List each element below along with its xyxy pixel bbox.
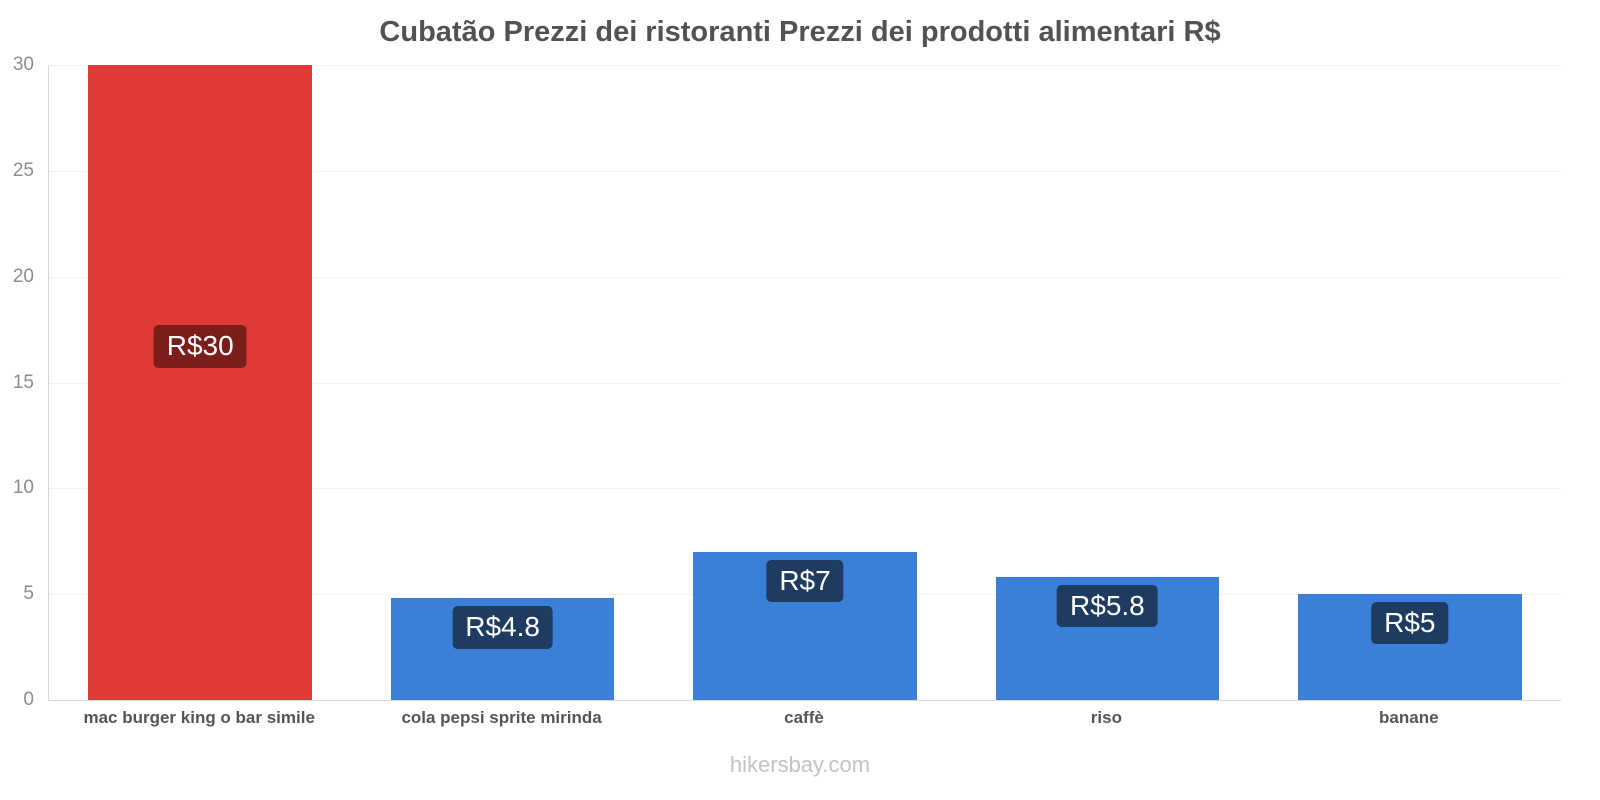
gridline — [49, 488, 1561, 490]
x-tick-label-2: cola pepsi sprite mirinda — [401, 708, 602, 727]
y-tick-label: 25 — [12, 159, 34, 181]
y-tick-label: 0 — [23, 689, 34, 710]
value-label-1: R$30 — [153, 325, 247, 368]
y-tick-label: 20 — [12, 265, 34, 287]
y-axis: 0 5 10 15 20 25 30 — [0, 54, 42, 710]
y-tick-label: 30 — [12, 54, 34, 75]
value-label-5: R$5 — [1371, 602, 1449, 645]
value-label-4: R$5.8 — [1057, 585, 1158, 628]
y-tick-label: 10 — [12, 477, 34, 499]
x-tick-label-5: banane — [1379, 708, 1439, 727]
y-tick-label: 5 — [23, 583, 34, 605]
x-tick-label-1: mac burger king o bar simile — [83, 708, 315, 727]
bar-1 — [88, 65, 313, 700]
gridline — [49, 65, 1561, 66]
gridline — [49, 276, 1561, 278]
x-tick-label-4: riso — [1090, 708, 1122, 727]
gridline — [49, 382, 1561, 384]
plot-area: R$30 R$4.8 R$7 R$5.8 R$5 — [48, 65, 1561, 701]
value-label-2: R$4.8 — [452, 606, 553, 649]
chart-title: Cubatão Prezzi dei ristoranti Prezzi dei… — [379, 16, 1221, 48]
watermark: hikersbay.com — [729, 752, 871, 777]
y-tick-label: 15 — [12, 371, 34, 393]
x-axis: mac burger king o bar simile cola pepsi s… — [48, 708, 1560, 736]
x-tick-label-3: caffè — [784, 708, 824, 727]
value-label-3: R$7 — [766, 559, 844, 603]
gridline — [49, 170, 1561, 172]
